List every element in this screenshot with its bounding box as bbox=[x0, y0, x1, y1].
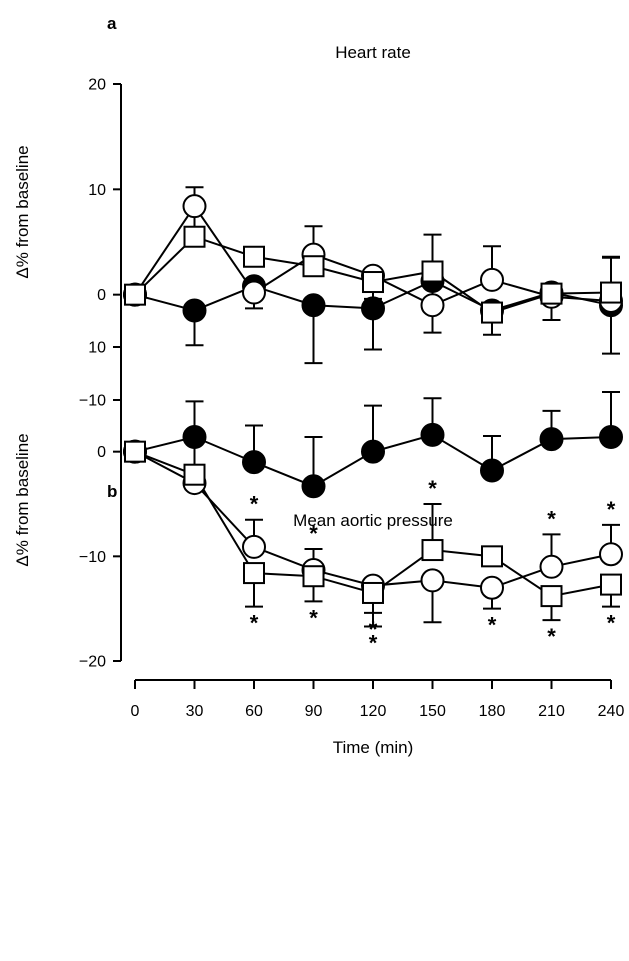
significance-asterisk: * bbox=[607, 611, 616, 636]
data-point-open-square bbox=[243, 245, 265, 268]
data-point-open-square bbox=[481, 545, 503, 568]
data-point-open-circle bbox=[480, 267, 504, 292]
x-tick-label: 240 bbox=[598, 703, 625, 720]
markers-open-square bbox=[124, 440, 622, 608]
data-point-open-square bbox=[600, 573, 622, 596]
data-point-filled-circle bbox=[480, 458, 504, 483]
data-point-open-square bbox=[540, 585, 563, 608]
data-point-open-square bbox=[421, 260, 444, 283]
data-point-open-circle bbox=[539, 554, 564, 579]
data-point-open-square bbox=[600, 281, 622, 304]
markers-open-square bbox=[124, 225, 622, 324]
y-tick-label: 10 bbox=[88, 182, 106, 199]
data-point-open-circle bbox=[242, 534, 266, 559]
panel-b: b Mean aortic pressure −20 −10 0 10 Δ% from ba… bbox=[13, 340, 624, 758]
data-point-filled-circle bbox=[242, 450, 266, 475]
x-tick-label: 30 bbox=[186, 703, 204, 720]
significance-asterisk: * bbox=[309, 521, 318, 546]
x-tick-label: 210 bbox=[538, 703, 565, 720]
data-point-filled-circle bbox=[539, 427, 564, 452]
data-point-open-circle bbox=[599, 542, 623, 567]
significance-asterisk: * bbox=[547, 624, 556, 649]
significance-asterisk: * bbox=[250, 611, 259, 636]
data-point-open-square bbox=[302, 565, 325, 588]
data-point-filled-circle bbox=[599, 425, 623, 450]
y-tick-label: 10 bbox=[88, 340, 106, 357]
significance-asterisk: * bbox=[250, 492, 259, 517]
data-point-open-square bbox=[362, 271, 384, 294]
x-tick-label: 60 bbox=[245, 703, 263, 720]
significance-asterisk: * bbox=[428, 476, 437, 501]
data-point-open-circle bbox=[420, 568, 445, 593]
data-point-filled-circle bbox=[420, 422, 445, 447]
data-point-open-square bbox=[421, 539, 444, 562]
data-point-open-square bbox=[540, 282, 563, 305]
significance-asterisk: * bbox=[309, 605, 318, 630]
data-point-open-square bbox=[243, 562, 265, 585]
panel-a: a Heart rate −10 0 10 20 Δ% from baseline bbox=[13, 14, 623, 410]
x-tick-label: 180 bbox=[479, 703, 506, 720]
panel-letter: a bbox=[107, 14, 117, 33]
y-tick-label: 20 bbox=[88, 77, 106, 94]
x-tick-label: 120 bbox=[360, 703, 387, 720]
x-tick-label: 0 bbox=[131, 703, 140, 720]
y-tick-label: 0 bbox=[97, 444, 106, 461]
y-tick-label: 0 bbox=[97, 287, 106, 304]
data-point-open-square bbox=[124, 283, 146, 306]
panel-letter: b bbox=[107, 482, 117, 501]
data-point-open-square bbox=[481, 301, 503, 324]
data-point-open-square bbox=[183, 463, 206, 486]
x-tick-label: 150 bbox=[419, 703, 446, 720]
data-point-open-circle bbox=[182, 194, 207, 219]
data-point-filled-circle bbox=[182, 425, 207, 450]
panel-title: Heart rate bbox=[335, 43, 411, 62]
panel-title: Mean aortic pressure bbox=[293, 511, 453, 530]
significance-asterisk: * bbox=[369, 617, 378, 642]
y-tick-label: −10 bbox=[79, 393, 106, 410]
data-point-open-circle bbox=[242, 280, 266, 305]
x-axis-label: Time (min) bbox=[333, 738, 414, 757]
y-tick-label: −20 bbox=[79, 654, 106, 671]
y-axis-label: Δ% from baseline bbox=[13, 433, 32, 566]
significance-asterisk: * bbox=[547, 506, 556, 531]
data-point-open-square bbox=[183, 225, 206, 248]
data-point-open-square bbox=[362, 581, 384, 604]
data-point-filled-circle bbox=[361, 439, 385, 464]
x-tick-label: 90 bbox=[305, 703, 323, 720]
data-point-open-square bbox=[302, 255, 325, 278]
data-point-filled-circle bbox=[301, 293, 326, 318]
significance-asterisk: * bbox=[488, 613, 497, 638]
data-point-open-square bbox=[124, 440, 146, 463]
y-tick-label: −10 bbox=[79, 549, 106, 566]
y-axis-label: Δ% from baseline bbox=[13, 145, 32, 278]
data-point-filled-circle bbox=[361, 296, 385, 321]
data-point-filled-circle bbox=[182, 298, 207, 323]
data-point-filled-circle bbox=[301, 474, 326, 499]
significance-asterisk: * bbox=[607, 497, 616, 522]
data-point-open-circle bbox=[420, 293, 445, 318]
data-point-open-circle bbox=[480, 575, 504, 600]
significance-asterisk: * bbox=[369, 630, 378, 655]
